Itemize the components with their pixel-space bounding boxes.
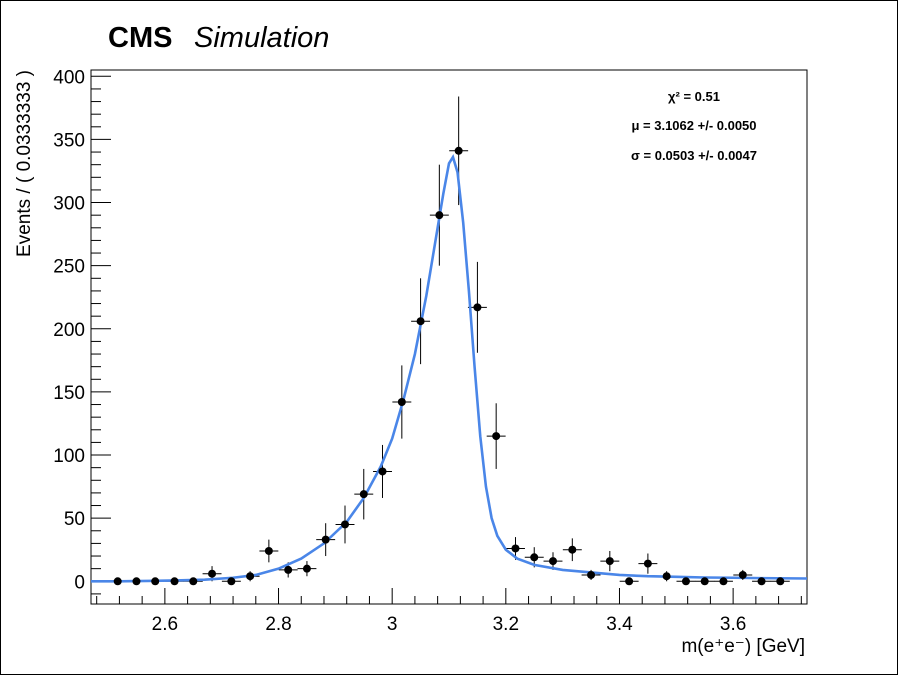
x-tick-label: 2.8 — [265, 614, 291, 635]
data-point — [132, 577, 141, 586]
y-tick-label: 250 — [53, 257, 85, 278]
data-point — [643, 559, 652, 568]
data-point — [605, 557, 614, 566]
data-point — [284, 565, 293, 574]
x-tick-label: 3.2 — [493, 614, 519, 635]
data-point — [700, 577, 709, 586]
x-tick-labels: 2.6 2.8 3 3.2 3.4 3.6 — [152, 614, 747, 635]
y-tick-labels: 0 50 100 150 200 250 300 350 400 — [53, 67, 85, 593]
data-point — [321, 535, 330, 544]
data-point — [397, 398, 406, 407]
data-point — [246, 572, 255, 581]
y-axis-title: Events / ( 0.0333333 ) — [14, 70, 35, 257]
data-point — [492, 432, 501, 441]
y-tick-label: 400 — [53, 67, 85, 88]
data-point — [473, 303, 482, 312]
x-tick-label: 3.4 — [606, 614, 633, 635]
cms-extra-label: Simulation — [194, 22, 329, 54]
y-tick-label: 50 — [64, 509, 85, 530]
data-point — [208, 569, 217, 578]
data-point — [662, 572, 671, 581]
data-point — [113, 577, 122, 586]
y-tick-label: 200 — [53, 320, 85, 341]
data-point — [227, 577, 236, 586]
x-axis-title: m(e⁺e⁻) [GeV] — [681, 636, 805, 657]
data-point — [568, 545, 577, 554]
data-point — [757, 577, 766, 586]
y-tick-label: 300 — [53, 194, 85, 215]
data-point — [776, 577, 785, 586]
data-point — [341, 520, 350, 529]
data-point — [264, 546, 273, 555]
data-point — [548, 557, 557, 566]
fit-mu: μ = 3.1062 +/- 0.0050 — [631, 118, 756, 133]
data-point — [719, 577, 728, 586]
data-point — [454, 146, 463, 155]
x-tick-label: 3 — [387, 614, 398, 635]
y-tick-label: 100 — [53, 446, 85, 467]
y-tick-label: 350 — [53, 130, 85, 151]
data-point — [435, 211, 444, 220]
fit-sigma: σ = 0.0503 +/- 0.0047 — [631, 148, 757, 163]
y-tick-label: 150 — [53, 383, 85, 404]
data-point — [359, 490, 368, 499]
data-point — [302, 564, 311, 573]
x-tick-label: 3.6 — [720, 614, 746, 635]
fit-chi2: χ² = 0.51 — [668, 89, 720, 104]
x-tick-label: 2.6 — [152, 614, 178, 635]
data-point — [170, 577, 179, 586]
data-point — [625, 577, 634, 586]
data-point — [511, 544, 520, 553]
fit-curve — [91, 153, 808, 583]
data-point — [416, 317, 425, 326]
cms-label: CMS — [108, 22, 172, 54]
data-points — [113, 146, 785, 586]
data-point — [530, 553, 539, 562]
data-point — [378, 467, 387, 476]
data-point — [681, 577, 690, 586]
data-point — [151, 577, 160, 586]
data-point — [587, 570, 596, 579]
y-tick-label: 0 — [74, 572, 85, 593]
plot-frame — [90, 69, 808, 605]
data-point — [189, 577, 198, 586]
data-point — [738, 570, 747, 579]
